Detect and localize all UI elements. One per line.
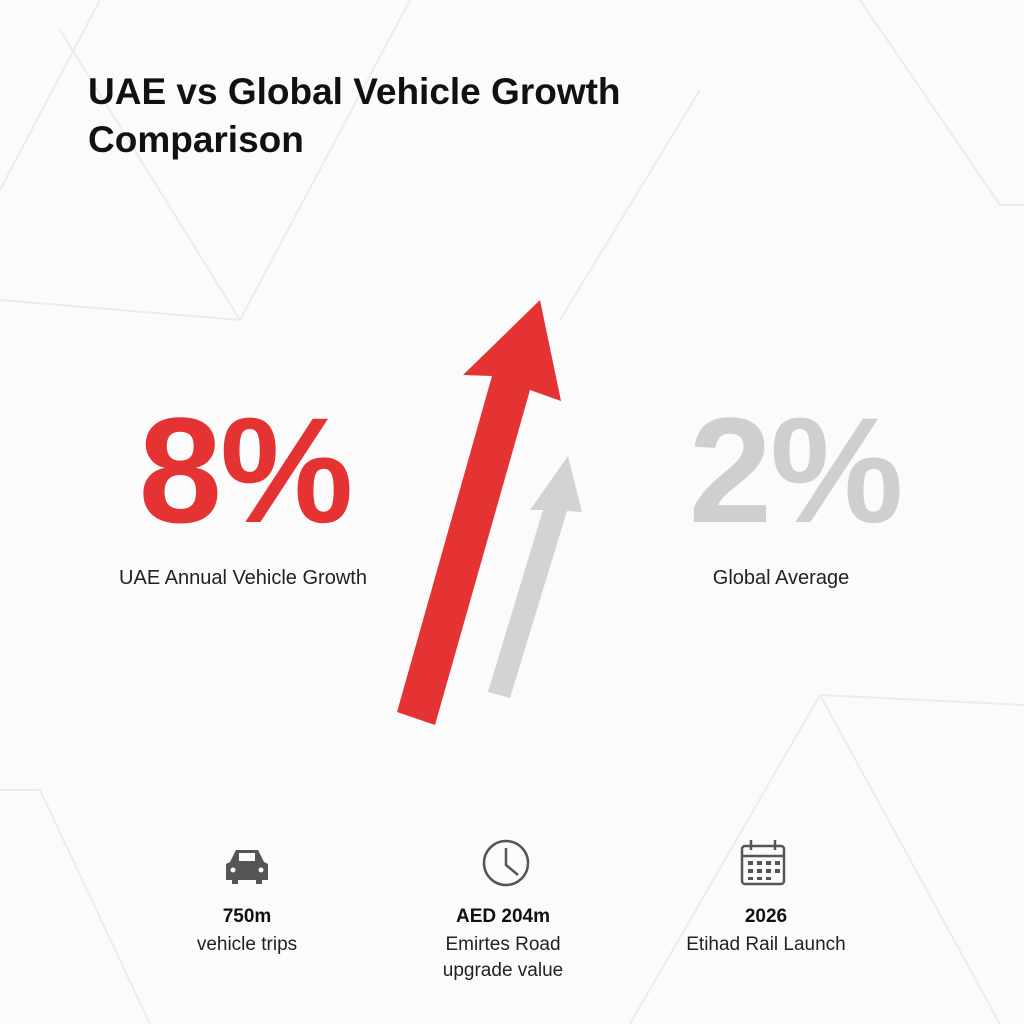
- title: UAE vs Global Vehicle Growth Comparison: [88, 71, 621, 160]
- calendar-icon: [740, 840, 786, 886]
- growth-arrow-uae: [397, 300, 561, 725]
- global-growth-value: 2%: [688, 386, 904, 554]
- stat-label: vehicle trips: [196, 934, 298, 955]
- growth-arrow-global: [488, 456, 582, 698]
- clock-icon: [482, 839, 530, 887]
- uae-growth-label: UAE Annual Vehicle Growth: [119, 567, 367, 589]
- stat-value: AED 204m: [456, 906, 550, 927]
- car-icon: [226, 850, 268, 884]
- uae-growth-value: 8%: [138, 386, 354, 554]
- stat-label: Etihad Rail Launch: [686, 934, 846, 955]
- stat-label: Emirtes Road upgrade value: [442, 934, 564, 981]
- stat-value: 750m: [222, 906, 272, 927]
- stat-value: 2026: [744, 906, 788, 927]
- global-growth-label: Global Average: [712, 567, 850, 589]
